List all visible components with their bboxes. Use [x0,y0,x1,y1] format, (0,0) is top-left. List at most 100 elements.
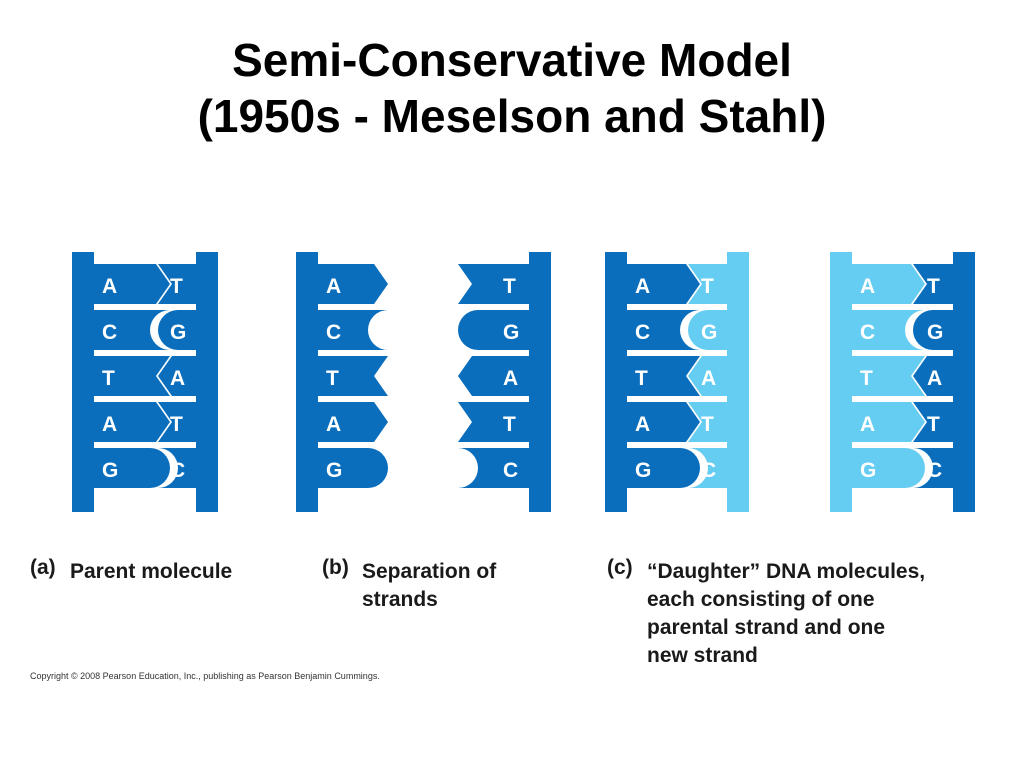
caption-a-letter: (a) [30,556,56,579]
caption-b-text-2: strands [362,588,438,611]
b-right-base-label-2: A [503,367,518,390]
c2-left-base-label-4: G [860,459,876,482]
a-right-base-label-3: T [170,413,183,436]
b-left-base-4 [316,448,388,488]
b-right-base-1 [458,310,531,350]
b-left-base-label-1: C [326,321,341,344]
c2-right-base-0 [913,264,955,304]
a-left-base-label-2: T [102,367,115,390]
a-right-base-3 [158,402,198,442]
c1-left-base-label-1: C [635,321,650,344]
a-left-base-label-0: A [102,275,117,298]
b-right-base-label-1: G [503,321,519,344]
b-right-base-label-0: T [503,275,516,298]
c2-right-base-label-4: C [927,459,942,482]
b-right-base-2 [458,356,531,396]
a-right-base-2 [158,356,198,396]
c2-left-base-2 [850,356,925,396]
b-left-base-1 [316,310,388,350]
c2-right-base-label-1: G [927,321,943,344]
c2-right-base-label-0: T [927,275,940,298]
caption-b-text-1: Separation of [362,560,497,583]
c2-right-base-2 [913,356,955,396]
b-left-base-label-0: A [326,275,341,298]
c1-left-backbone [605,252,627,512]
caption-c-text-4: new strand [647,644,758,667]
c1-right-base-0 [688,264,729,304]
a-left-backbone [72,252,94,512]
c1-left-base-4 [625,448,700,488]
a-right-base-1 [158,310,198,350]
b-left-base-2 [316,356,388,396]
b-left-base-label-4: G [326,459,342,482]
title-line-2: (1950s - Meselson and Stahl) [197,90,827,142]
caption-c-text-3: parental strand and one [647,616,886,639]
c1-left-base-0 [625,264,700,304]
a-left-base-1 [92,310,170,350]
copyright-notice: Copyright © 2008 Pearson Education, Inc.… [30,671,380,681]
c1-right-base-label-3: T [701,413,714,436]
b-left-base-3 [316,402,388,442]
c1-right-base-label-4: C [701,459,716,482]
c2-right-base-label-3: T [927,413,940,436]
a-left-base-3 [92,402,170,442]
c2-left-base-label-2: T [860,367,873,390]
b-right-base-4 [458,448,531,488]
b-right-base-label-4: C [503,459,518,482]
a-right-base-4 [158,448,198,488]
c2-left-backbone [830,252,852,512]
c1-right-base-4 [688,448,729,488]
caption-c-letter: (c) [607,556,633,579]
caption-c-text-1: “Daughter” DNA molecules, [647,560,926,583]
c1-left-base-label-3: A [635,413,650,436]
c2-left-base-label-1: C [860,321,875,344]
c2-left-base-label-0: A [860,275,875,298]
c2-right-base-1 [913,310,955,350]
c1-right-base-3 [688,402,729,442]
b-right-backbone [529,252,551,512]
c1-left-base-label-0: A [635,275,650,298]
c1-right-backbone [727,252,749,512]
c2-left-base-1 [850,310,925,350]
a-right-base-label-0: T [170,275,183,298]
a-left-base-label-1: C [102,321,117,344]
c2-right-base-3 [913,402,955,442]
b-left-base-0 [316,264,388,304]
a-left-base-label-3: A [102,413,117,436]
caption-a-text-1: Parent molecule [70,560,233,583]
a-right-base-label-1: G [170,321,186,344]
caption-c-text-2: each consisting of one [647,588,875,611]
c1-left-base-3 [625,402,700,442]
b-right-base-3 [458,402,531,442]
b-right-base-0 [458,264,531,304]
c2-left-base-label-3: A [860,413,875,436]
c1-right-base-label-2: A [701,367,716,390]
slide-title: Semi-Conservative Model (1950s - Meselso… [0,32,1024,144]
c2-left-base-4 [850,448,925,488]
c1-left-base-label-2: T [635,367,648,390]
a-right-backbone [196,252,218,512]
b-left-base-label-3: A [326,413,341,436]
a-right-base-0 [158,264,198,304]
b-left-base-label-2: T [326,367,339,390]
caption-b-letter: (b) [322,556,349,579]
a-left-base-4 [92,448,170,488]
c2-right-base-4 [913,448,955,488]
c1-left-base-2 [625,356,700,396]
b-right-base-label-3: T [503,413,516,436]
c2-right-backbone [953,252,975,512]
c2-left-base-3 [850,402,925,442]
c1-left-base-1 [625,310,700,350]
c2-left-base-0 [850,264,925,304]
title-line-1: Semi-Conservative Model [232,34,792,86]
c2-right-base-label-2: A [927,367,942,390]
a-right-base-label-4: C [170,459,185,482]
c1-right-base-2 [688,356,729,396]
c1-right-base-label-0: T [701,275,714,298]
b-left-backbone [296,252,318,512]
c1-right-base-1 [688,310,729,350]
c1-left-base-label-4: G [635,459,651,482]
a-left-base-0 [92,264,170,304]
a-left-base-label-4: G [102,459,118,482]
a-left-base-2 [92,356,170,396]
